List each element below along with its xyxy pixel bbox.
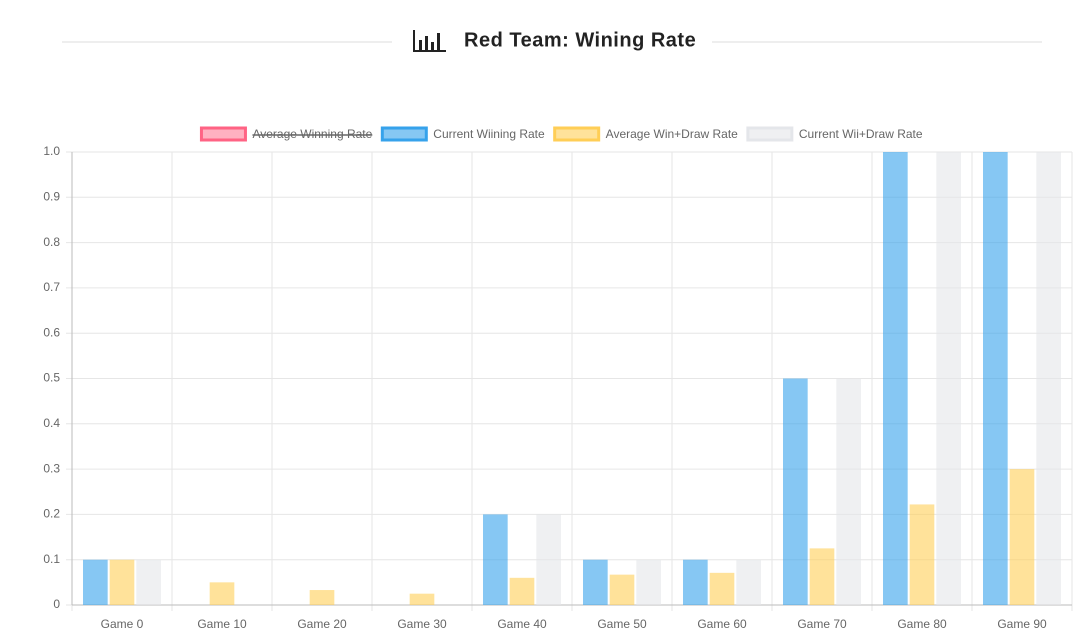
y-tick-label: 0.2 — [43, 507, 60, 521]
legend-label: Current Wiining Rate — [433, 127, 545, 141]
bar — [509, 577, 535, 605]
bar — [83, 559, 108, 605]
bar — [783, 378, 808, 605]
bar — [809, 548, 835, 605]
bar — [709, 572, 735, 605]
legend-item: Current Wii+Draw Rate — [746, 126, 923, 142]
bar — [483, 514, 508, 605]
x-tick-label: Game 80 — [897, 617, 947, 631]
y-tick-label: 0.3 — [43, 461, 60, 475]
bar — [1036, 152, 1061, 605]
x-tick-label: Game 70 — [797, 617, 847, 631]
bar — [936, 152, 961, 605]
legend-label: Current Wii+Draw Rate — [799, 127, 923, 141]
y-tick-label: 0.4 — [43, 416, 60, 430]
y-tick-label: 0.6 — [43, 325, 60, 339]
x-tick-label: Game 0 — [101, 617, 144, 631]
bar — [1009, 469, 1035, 605]
legend-swatch — [746, 126, 794, 142]
y-tick-label: 0.8 — [43, 235, 60, 249]
legend-label: Average Win+Draw Rate — [606, 127, 738, 141]
bar — [636, 559, 661, 605]
y-tick-label: 0.7 — [43, 280, 60, 294]
bar — [136, 559, 161, 605]
y-tick-label: 0.5 — [43, 371, 60, 385]
bar — [583, 559, 608, 605]
bar — [609, 574, 635, 605]
bar — [909, 504, 935, 605]
x-tick-label: Game 10 — [197, 617, 247, 631]
x-tick-label: Game 30 — [397, 617, 447, 631]
bar — [536, 514, 561, 605]
legend-swatch — [199, 126, 247, 142]
x-tick-label: Game 20 — [297, 617, 347, 631]
legend-label: Average Winning Rate — [252, 127, 372, 141]
x-tick-label: Game 60 — [697, 617, 747, 631]
bar — [683, 559, 708, 605]
x-tick-label: Game 90 — [997, 617, 1047, 631]
legend-item: Average Win+Draw Rate — [553, 126, 738, 142]
bar — [983, 152, 1008, 605]
y-tick-label: 1.0 — [43, 144, 60, 158]
legend-swatch — [553, 126, 601, 142]
y-tick-label: 0 — [53, 597, 60, 611]
bar — [736, 559, 761, 605]
legend-swatch — [380, 126, 428, 142]
bar — [409, 593, 435, 605]
y-tick-label: 0.1 — [43, 552, 60, 566]
legend-item: Current Wiining Rate — [380, 126, 545, 142]
x-tick-label: Game 40 — [497, 617, 547, 631]
chart-title: Red Team: Wining Rate — [464, 29, 696, 51]
bar — [309, 590, 335, 605]
legend-item: Average Winning Rate — [199, 126, 373, 142]
y-tick-label: 0.9 — [43, 189, 60, 203]
chart-icon — [413, 30, 446, 52]
bar — [209, 582, 235, 605]
x-tick-label: Game 50 — [597, 617, 647, 631]
bar — [109, 559, 135, 605]
bar — [836, 378, 861, 605]
bar — [883, 152, 908, 605]
